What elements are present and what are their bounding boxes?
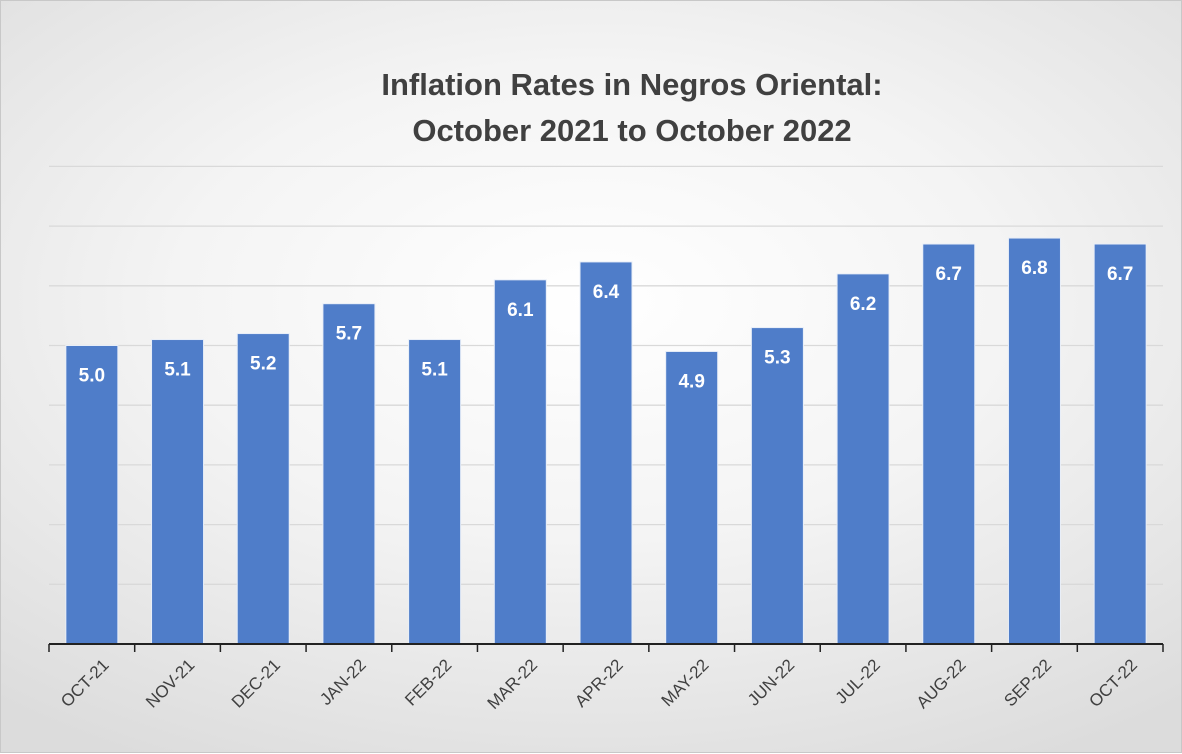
data-label-jan-22: 5.7 — [336, 324, 362, 345]
data-labels: 5.0 5.1 5.2 5.7 5.1 6.1 6.4 4.9 5.3 6.2 6.7 6.8 6.7 — [79, 258, 1134, 392]
x-axis — [48, 643, 1164, 652]
x-tick-label-oct-21: OCT-21 — [57, 655, 113, 711]
bar-apr-22 — [579, 261, 633, 645]
data-label-oct-21: 5.0 — [79, 366, 105, 387]
data-label-sep-22: 6.8 — [1021, 258, 1047, 279]
bar-feb-22 — [408, 339, 462, 645]
x-tick-label-may-22: MAY-22 — [658, 655, 713, 710]
bar-jan-22 — [322, 303, 376, 645]
x-tick-label-mar-22: MAR-22 — [484, 655, 542, 713]
x-tick-label-oct-22: OCT-22 — [1085, 655, 1141, 711]
data-label-jun-22: 5.3 — [764, 348, 790, 369]
x-tick-label-aug-22: AUG-22 — [913, 655, 970, 712]
bar-nov-21 — [151, 339, 205, 645]
bar-sep-22 — [1007, 237, 1061, 645]
x-tick-label-apr-22: APR-22 — [571, 655, 627, 711]
bar-mar-22 — [493, 279, 547, 645]
data-label-may-22: 4.9 — [678, 371, 704, 392]
x-tick-label-jan-22: JAN-22 — [316, 655, 370, 709]
data-label-dec-21: 5.2 — [250, 354, 276, 375]
bar-dec-21 — [236, 333, 290, 645]
x-tick-labels: OCT-21 NOV-21 DEC-21 JAN-22 FEB-22 MAR-22 APR-… — [57, 655, 1141, 713]
data-label-apr-22: 6.4 — [593, 282, 620, 303]
chart-title-line-1: Inflation Rates in Negros Oriental: — [381, 67, 882, 102]
chart-title-line-2: October 2021 to October 2022 — [412, 113, 851, 148]
x-tick-label-dec-21: DEC-21 — [228, 655, 284, 711]
data-label-aug-22: 6.7 — [936, 264, 962, 285]
bar-may-22 — [665, 350, 719, 645]
data-label-mar-22: 6.1 — [507, 300, 534, 321]
bar-jun-22 — [750, 327, 804, 645]
data-label-jul-22: 6.2 — [850, 294, 876, 315]
x-tick-label-nov-21: NOV-21 — [142, 655, 198, 711]
data-label-nov-21: 5.1 — [164, 360, 191, 381]
bar-aug-22 — [922, 243, 976, 645]
x-tick-label-jul-22: JUL-22 — [832, 655, 884, 707]
data-label-feb-22: 5.1 — [421, 360, 448, 381]
bar-jul-22 — [836, 273, 890, 645]
x-tick-label-feb-22: FEB-22 — [401, 655, 455, 709]
bars — [65, 237, 1147, 645]
x-tick-label-jun-22: JUN-22 — [744, 655, 798, 709]
bar-oct-22 — [1093, 243, 1147, 645]
bar-oct-21 — [65, 345, 119, 645]
x-tick-label-sep-22: SEP-22 — [1000, 655, 1055, 710]
data-label-oct-22: 6.7 — [1107, 264, 1133, 285]
